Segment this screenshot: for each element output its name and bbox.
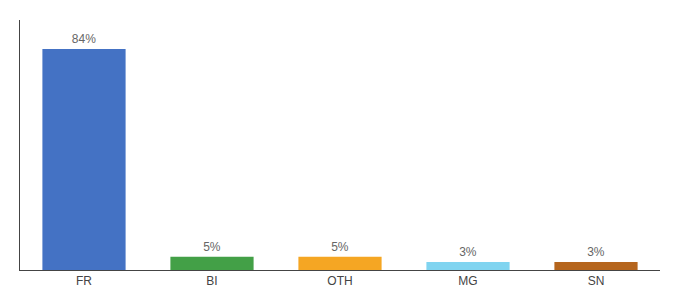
svg-text:3%: 3%: [587, 245, 605, 259]
svg-text:OTH: OTH: [327, 274, 352, 288]
svg-text:SN: SN: [588, 274, 605, 288]
svg-text:3%: 3%: [459, 245, 477, 259]
svg-text:5%: 5%: [331, 240, 349, 254]
svg-text:BI: BI: [206, 274, 217, 288]
svg-text:FR: FR: [76, 274, 92, 288]
svg-text:MG: MG: [458, 274, 477, 288]
svg-text:5%: 5%: [203, 240, 221, 254]
svg-text:84%: 84%: [72, 32, 96, 46]
